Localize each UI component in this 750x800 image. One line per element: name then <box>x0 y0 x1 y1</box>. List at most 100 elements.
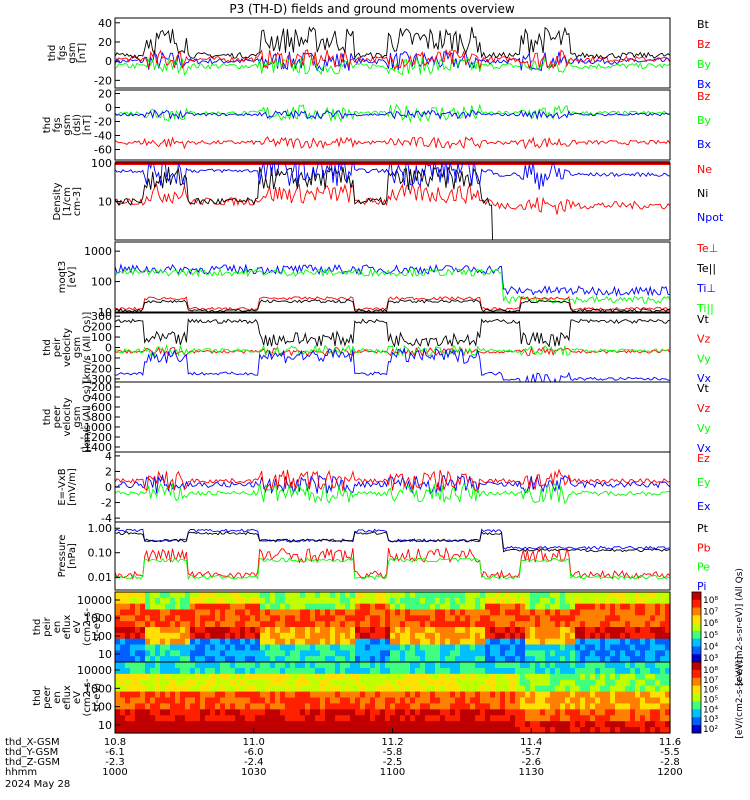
panel-frame <box>114 521 671 591</box>
series-line-vz <box>115 345 670 357</box>
svg-text:(cm2-s-: (cm2-s- <box>82 678 93 716</box>
series-line-pe <box>115 546 670 580</box>
x-tick-label: 1030 <box>241 767 266 778</box>
svg-text:en: en <box>52 621 63 634</box>
x-row-label: thd_Y-GSM <box>5 747 58 758</box>
series-line-bx <box>115 109 670 121</box>
y-tick-label: 10 <box>98 306 112 319</box>
colorbar-label: [eV/(cm2-s-sr-eV)] (All Qs) <box>735 568 745 686</box>
y-tick-label: 1000 <box>84 245 112 258</box>
y-tick-label: 0 <box>105 481 112 494</box>
x-date-label: 2024 May 28 <box>5 779 70 790</box>
svg-text:cm-3]: cm-3] <box>72 187 83 216</box>
y-tick-label: 0 <box>105 342 112 355</box>
colorbar-tick: 10⁸ <box>703 666 718 676</box>
svg-text:peer: peer <box>42 685 53 709</box>
x-tick-label: 11.4 <box>520 737 542 748</box>
x-tick-label: 1100 <box>380 767 405 778</box>
legend-ex: Ex <box>697 500 711 513</box>
svg-text:[nT]: [nT] <box>82 115 93 135</box>
svg-text:eflux: eflux <box>62 615 73 640</box>
legend-ez: Ez <box>697 452 710 465</box>
panel-frame <box>114 381 671 453</box>
legend-by: By <box>697 114 712 127</box>
series-line-bz <box>115 136 670 150</box>
y-tick-label: 0.01 <box>88 571 113 584</box>
series-line-ne <box>115 182 670 215</box>
svg-text:E=-VxB: E=-VxB <box>57 468 68 505</box>
x-tick-label: -5.8 <box>383 747 403 758</box>
legend-vx: Vx <box>697 372 712 385</box>
legend-ti||: Ti|| <box>696 302 714 315</box>
panel-frame <box>114 241 671 313</box>
svg-text:Density: Density <box>52 182 63 220</box>
svg-text:sr-eV): sr-eV) <box>92 683 103 712</box>
svg-text:thd: thd <box>47 45 58 62</box>
legend-bz: Bz <box>697 90 711 103</box>
y-axis-label: thd peer velocity gsm [km/s (All Qs)] <box>42 381 93 453</box>
y-tick-label: -400 <box>87 391 112 404</box>
y-tick-label: 300 <box>91 310 112 323</box>
svg-text:(dsl): (dsl) <box>72 114 83 136</box>
colorbar-tick: 10⁴ <box>703 705 718 715</box>
plot-title: P3 (TH-D) fields and ground moments over… <box>229 2 514 16</box>
y-tick-label: -4 <box>101 512 112 525</box>
x-row-label: hhmm <box>5 767 37 778</box>
svg-text:Pressure: Pressure <box>57 535 68 578</box>
y-tick-label: 0.10 <box>88 547 113 560</box>
y-tick-label: 1000 <box>84 682 112 695</box>
panel-4: 1000 100 10 moqt3 [eV] Te⊥ Te|| Ti⊥ Ti|| <box>57 241 718 319</box>
y-tick-label: -1000 <box>80 421 112 434</box>
y-tick-label: 10 <box>98 648 112 661</box>
svg-text:velocity: velocity <box>62 328 73 367</box>
y-axis-label: thd peer en eflux eV (cm2-s-sr-eV) <box>32 678 103 716</box>
legend-pb: Pb <box>697 541 711 554</box>
y-tick-label: 20 <box>98 88 112 101</box>
svg-text:peir: peir <box>52 337 63 357</box>
y-tick-label: 10000 <box>77 594 112 607</box>
x-tick-label: -2.5 <box>383 757 403 768</box>
svg-text:thd: thd <box>32 619 43 636</box>
y-tick-label: 100 <box>91 630 112 643</box>
x-tick-label: -5.7 <box>521 747 541 758</box>
y-tick-label: -20 <box>94 116 112 129</box>
legend-ne: Ne <box>697 163 712 176</box>
colorbar-tick: 10⁸ <box>703 596 718 606</box>
svg-text:[nPa]: [nPa] <box>67 543 78 569</box>
legend-bz: Bz <box>697 38 711 51</box>
x-tick-label: -5.5 <box>660 747 680 758</box>
x-row-label: thd_Z-GSM <box>5 757 60 768</box>
y-tick-label: 2 <box>105 465 112 478</box>
x-tick-label: -2.3 <box>105 757 125 768</box>
colorbar-tick: 10⁴ <box>703 642 718 652</box>
colorbar-tick: 10⁵ <box>703 696 718 706</box>
x-tick-label: -2.4 <box>244 757 264 768</box>
x-tick-label: -2.8 <box>660 757 680 768</box>
y-tick-label: 40 <box>98 17 112 30</box>
legend-vz: Vz <box>697 333 711 346</box>
panel-1: 40 20 0 -20 thd fgs gsm [nT] Bt Bz By Bx <box>47 17 712 91</box>
colorbar-tick: 10³ <box>703 715 718 725</box>
y-tick-label: -20 <box>94 74 112 87</box>
y-tick-label: -60 <box>94 144 112 157</box>
series-line-vy <box>115 343 670 357</box>
svg-text:gsm: gsm <box>72 406 83 427</box>
svg-text:thd: thd <box>42 117 53 134</box>
y-axis-label: Density [1/cm cm-3] <box>52 182 83 220</box>
legend-vx: Vx <box>697 442 712 455</box>
y-tick-label: -600 <box>87 401 112 414</box>
y-tick-label: 0 <box>105 55 112 68</box>
y-tick-label: -200 <box>87 362 112 375</box>
colorbar-tick: 10⁷ <box>703 676 718 686</box>
svg-text:velocity: velocity <box>62 397 73 436</box>
series-line-pb <box>115 530 670 553</box>
y-axis-label: thd fgs gsm [nT] <box>47 42 88 63</box>
series-line-pi <box>115 557 670 581</box>
series-line-te|| <box>115 267 670 305</box>
series-line-ex <box>115 468 670 492</box>
legend-vy: Vy <box>697 352 711 365</box>
